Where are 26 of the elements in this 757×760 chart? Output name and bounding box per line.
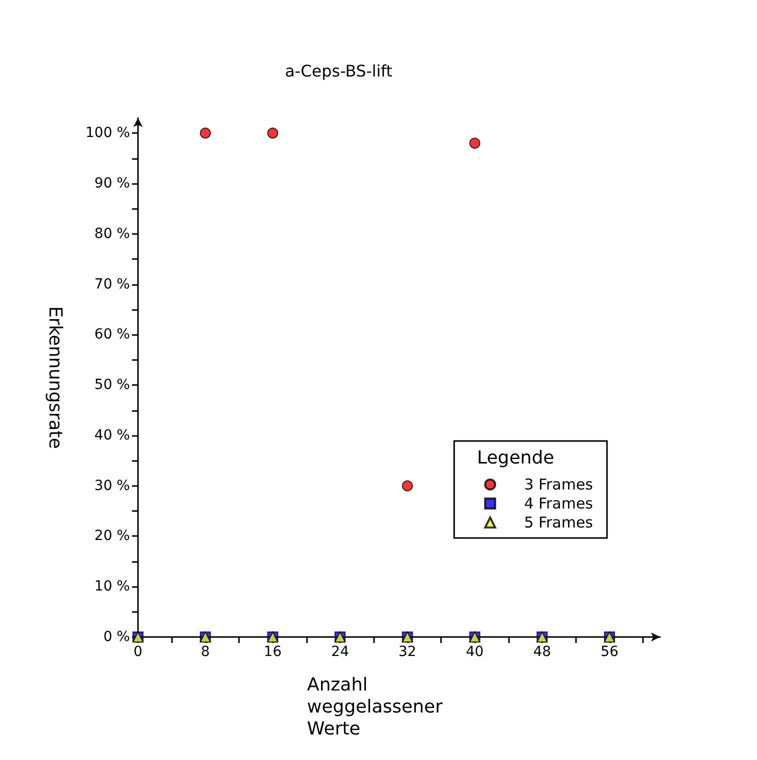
- x-tick-label: 56: [600, 644, 618, 660]
- x-axis-title: Anzahl weggelassener Werte: [307, 674, 444, 740]
- x-tick-label: 32: [398, 644, 416, 660]
- legend-label: 5 Frames: [524, 514, 594, 532]
- x-tick-label: 16: [264, 644, 282, 660]
- y-tick-label: 0 %: [103, 629, 130, 645]
- legend-label: 4 Frames: [524, 494, 594, 512]
- x-tick-label: 48: [533, 644, 552, 660]
- legend-label: 3 Frames: [524, 476, 594, 494]
- y-tick-label: 90 %: [94, 176, 130, 192]
- y-tick-label: 60 %: [94, 326, 130, 343]
- x-tick-label: 24: [331, 644, 350, 660]
- y-tick-label: 70 %: [94, 276, 130, 292]
- y-tick-label: 20 %: [94, 528, 130, 544]
- y-tick-label: 50 %: [94, 377, 130, 394]
- y-axis-title: Erkennungsrate: [44, 306, 66, 449]
- x-tick-label: 8: [200, 644, 210, 660]
- legend-title: Legende: [477, 448, 554, 468]
- y-tick-label: 100 %: [86, 125, 130, 142]
- y-tick-label: 80 %: [94, 226, 130, 242]
- chart-title: a-Ceps-BS-lift: [285, 62, 392, 80]
- x-tick-label: 40: [466, 644, 484, 660]
- y-tick-label: 10 %: [94, 578, 130, 595]
- y-tick-label: 40 %: [94, 427, 130, 444]
- x-tick-label: 0: [134, 644, 142, 660]
- y-tick-label: 30 %: [94, 478, 130, 494]
